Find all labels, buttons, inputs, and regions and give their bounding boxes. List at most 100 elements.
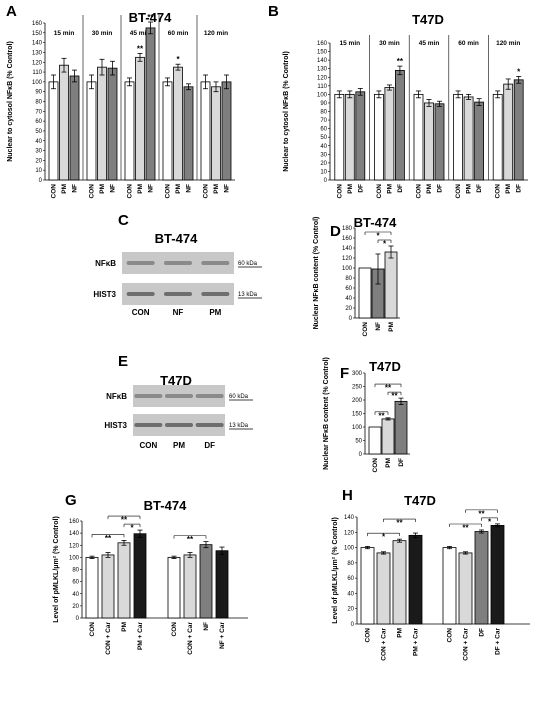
F-bar-con [368, 426, 382, 455]
B-y-tick-label: 40 [320, 144, 327, 150]
G-bar-concar [101, 554, 115, 619]
H-bracket-significance: ** [396, 519, 403, 528]
B-bar-con [453, 93, 464, 181]
H-category-label: CON [447, 628, 454, 643]
B-bar-df [355, 91, 366, 181]
H-bracket-significance: ** [478, 509, 485, 518]
E-protein-band [134, 394, 163, 398]
B-y-tick-label: 0 [324, 178, 328, 184]
A-y-tick-label: 50 [35, 129, 42, 135]
B-category-label: DF [476, 184, 483, 193]
B-category-label: DF [516, 184, 523, 193]
A-significance-label: * [176, 55, 180, 64]
B-bar-df [394, 70, 405, 181]
A-category-label: PM [175, 184, 182, 194]
H-category-label: PM + Car [413, 628, 420, 656]
B-bar-df [474, 101, 485, 181]
C-band-label: HIST3 [93, 290, 116, 299]
G-category-label: CON + Car [105, 622, 112, 655]
G-bracket-significance: * [130, 524, 134, 533]
A-y-tick-label: 30 [35, 149, 42, 155]
A-category-label: NF [148, 184, 155, 193]
G-bar-con [85, 556, 99, 619]
H-y-tick-label: 40 [347, 591, 354, 597]
B-bar-pm [424, 102, 434, 181]
E-protein-band [195, 394, 224, 398]
A-category-label: PM [213, 184, 220, 194]
H-y-tick-label: 100 [344, 546, 355, 552]
B-significance-label: * [517, 67, 521, 76]
B-y-tick-label: 80 [320, 110, 327, 116]
B-category-label: PM [466, 184, 473, 194]
B-group-label: 15 min [340, 40, 361, 47]
A-y-tick-label: 100 [32, 80, 43, 86]
H-y-tick-label: 0 [351, 622, 355, 628]
G-y-tick-label: 0 [76, 616, 80, 622]
B-category-label: CON [455, 184, 462, 199]
A-category-label: PM [61, 184, 68, 194]
A-category-label: CON [89, 184, 96, 199]
G-category-label: PM + Car [137, 622, 144, 650]
F-y-tick-label: 250 [352, 385, 363, 391]
C-protein-band [201, 261, 230, 265]
H-bar-con [360, 547, 375, 625]
A-bar-nf [107, 67, 118, 181]
E-panel-label: E [118, 353, 128, 370]
G-y-tick-label: 100 [69, 555, 80, 561]
B-bar-pm [384, 87, 395, 181]
C-blot-title: BT-474 [155, 231, 198, 246]
A-bar-pm [173, 66, 183, 181]
F-bracket-significance: ** [385, 384, 392, 393]
G-bar-nfcar [215, 550, 229, 619]
B-category-label: PM [426, 184, 433, 194]
D-bracket-significance: * [383, 240, 387, 249]
B-bar-pm [503, 83, 514, 181]
A-bar-con [200, 81, 211, 181]
F-bar-df [394, 400, 408, 455]
A-category-label: NF [72, 184, 79, 193]
A-category-label: NF [224, 184, 231, 193]
G-y-axis-label: Level of pMLKL/μm² (% Control) [53, 516, 60, 623]
E-protein-band [165, 394, 193, 398]
B-bar-df [513, 79, 524, 181]
C-protein-band [164, 292, 192, 296]
A-bar-nf [183, 86, 194, 181]
F-y-tick-label: 100 [352, 425, 363, 431]
D-chart-title: BT-474 [354, 215, 397, 230]
D-panel-label: D [330, 223, 341, 240]
G-bar-pmcar [133, 533, 147, 619]
D-y-axis-label: Nuclear NFκB content (% Control) [313, 217, 320, 330]
D-y-tick-label: 40 [345, 296, 352, 302]
D-bar-con [358, 267, 372, 319]
A-group-label: 60 min [168, 30, 189, 37]
B-panel-label: B [268, 3, 279, 20]
B-group-label: 120 min [496, 40, 520, 47]
C-kda-label: 60 kDa [238, 261, 258, 267]
B-category-label: PM [386, 184, 393, 194]
A-y-tick-label: 160 [32, 21, 43, 27]
F-y-tick-label: 0 [359, 452, 363, 458]
G-bar-pm [117, 542, 131, 619]
H-y-tick-label: 20 [347, 607, 354, 613]
B-bar-con [492, 93, 503, 181]
B-y-tick-label: 90 [320, 101, 327, 107]
A-y-tick-label: 130 [32, 50, 43, 56]
A-group-label: 45 min [130, 30, 151, 37]
A-y-tick-label: 80 [35, 100, 42, 106]
H-category-label: CON [365, 628, 372, 643]
H-bracket-significance: * [488, 517, 492, 526]
B-y-tick-label: 140 [317, 58, 328, 64]
E-protein-band [134, 423, 163, 427]
A-group-label: 120 min [204, 30, 228, 37]
A-y-tick-label: 120 [32, 60, 43, 66]
F-category-label: PM [385, 458, 392, 468]
F-y-tick-label: 50 [355, 439, 362, 445]
B-bar-pm [463, 96, 474, 181]
B-significance-label: ** [397, 57, 404, 66]
G-panel-label: G [65, 492, 77, 509]
G-category-label: NF [203, 622, 210, 631]
H-bracket-significance: * [382, 533, 386, 542]
F-panel-label: F [340, 365, 349, 382]
